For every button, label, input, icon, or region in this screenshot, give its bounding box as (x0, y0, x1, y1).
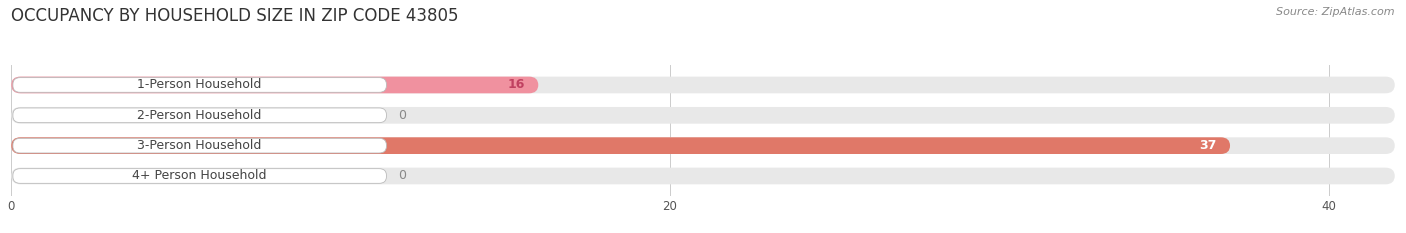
FancyBboxPatch shape (13, 78, 387, 92)
Text: 37: 37 (1199, 139, 1216, 152)
Text: 0: 0 (398, 169, 406, 182)
Text: Source: ZipAtlas.com: Source: ZipAtlas.com (1277, 7, 1395, 17)
Text: OCCUPANCY BY HOUSEHOLD SIZE IN ZIP CODE 43805: OCCUPANCY BY HOUSEHOLD SIZE IN ZIP CODE … (11, 7, 458, 25)
FancyBboxPatch shape (11, 77, 538, 93)
Text: 16: 16 (508, 79, 524, 92)
Text: 1-Person Household: 1-Person Household (138, 79, 262, 92)
FancyBboxPatch shape (11, 107, 1395, 124)
Text: 0: 0 (398, 109, 406, 122)
FancyBboxPatch shape (11, 168, 1395, 184)
FancyBboxPatch shape (13, 108, 387, 123)
FancyBboxPatch shape (11, 77, 1395, 93)
FancyBboxPatch shape (13, 169, 387, 183)
FancyBboxPatch shape (11, 137, 1395, 154)
FancyBboxPatch shape (13, 138, 387, 153)
Text: 4+ Person Household: 4+ Person Household (132, 169, 267, 182)
FancyBboxPatch shape (11, 137, 1230, 154)
Text: 3-Person Household: 3-Person Household (138, 139, 262, 152)
Text: 2-Person Household: 2-Person Household (138, 109, 262, 122)
